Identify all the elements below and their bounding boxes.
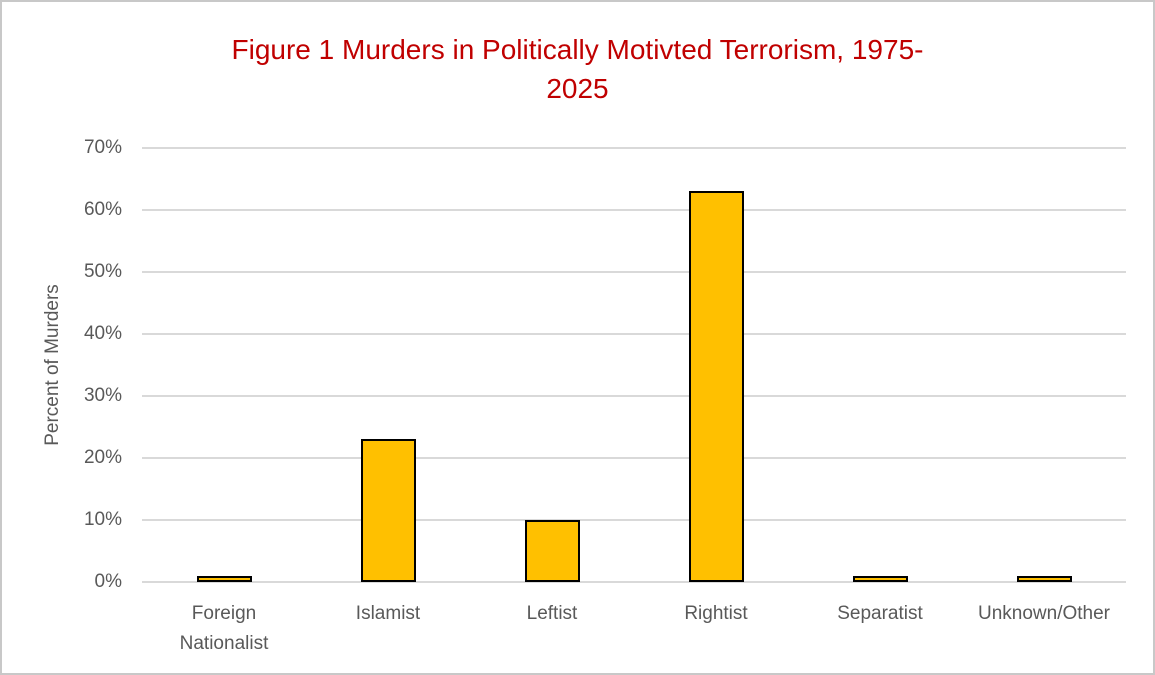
bar-islamist — [360, 439, 416, 582]
gridline — [142, 271, 1126, 273]
y-tick-label: 10% — [83, 509, 122, 530]
y-tick-label: 70% — [83, 137, 122, 158]
chart-title-line-2: 2025 — [546, 73, 609, 104]
gridline — [142, 147, 1126, 149]
bar-foreign-nationalist — [196, 575, 252, 582]
chart-title-line-1: Figure 1 Murders in Politically Motivted… — [231, 34, 924, 65]
gridline — [142, 333, 1126, 335]
chart-title: Figure 1 Murders in Politically Motivted… — [2, 30, 1153, 108]
x-axis-label: Rightist — [684, 603, 748, 624]
x-axis-label: Foreign Nationalist — [179, 603, 269, 654]
bar-separatist — [852, 575, 908, 582]
bar-unknown-other — [1016, 575, 1072, 582]
y-tick-label: 40% — [83, 323, 122, 344]
y-tick-label: 60% — [83, 199, 122, 220]
gridline — [142, 457, 1126, 459]
gridline — [142, 519, 1126, 521]
x-axis-line — [142, 581, 1126, 583]
x-axis-label: Islamist — [355, 603, 421, 624]
x-axis-label: Leftist — [526, 603, 578, 624]
y-axis-title: Percent of Murders — [42, 284, 63, 446]
y-tick-label: 0% — [94, 571, 122, 592]
x-axis-label: Separatist — [837, 603, 923, 624]
bar-rightist — [688, 191, 744, 582]
y-tick-label: 20% — [83, 447, 122, 468]
y-tick-label: 30% — [83, 385, 122, 406]
gridline — [142, 395, 1126, 397]
gridline — [142, 209, 1126, 211]
bar-leftist — [524, 520, 580, 582]
y-tick-label: 50% — [83, 261, 122, 282]
x-axis-label: Unknown/Other — [977, 603, 1110, 624]
